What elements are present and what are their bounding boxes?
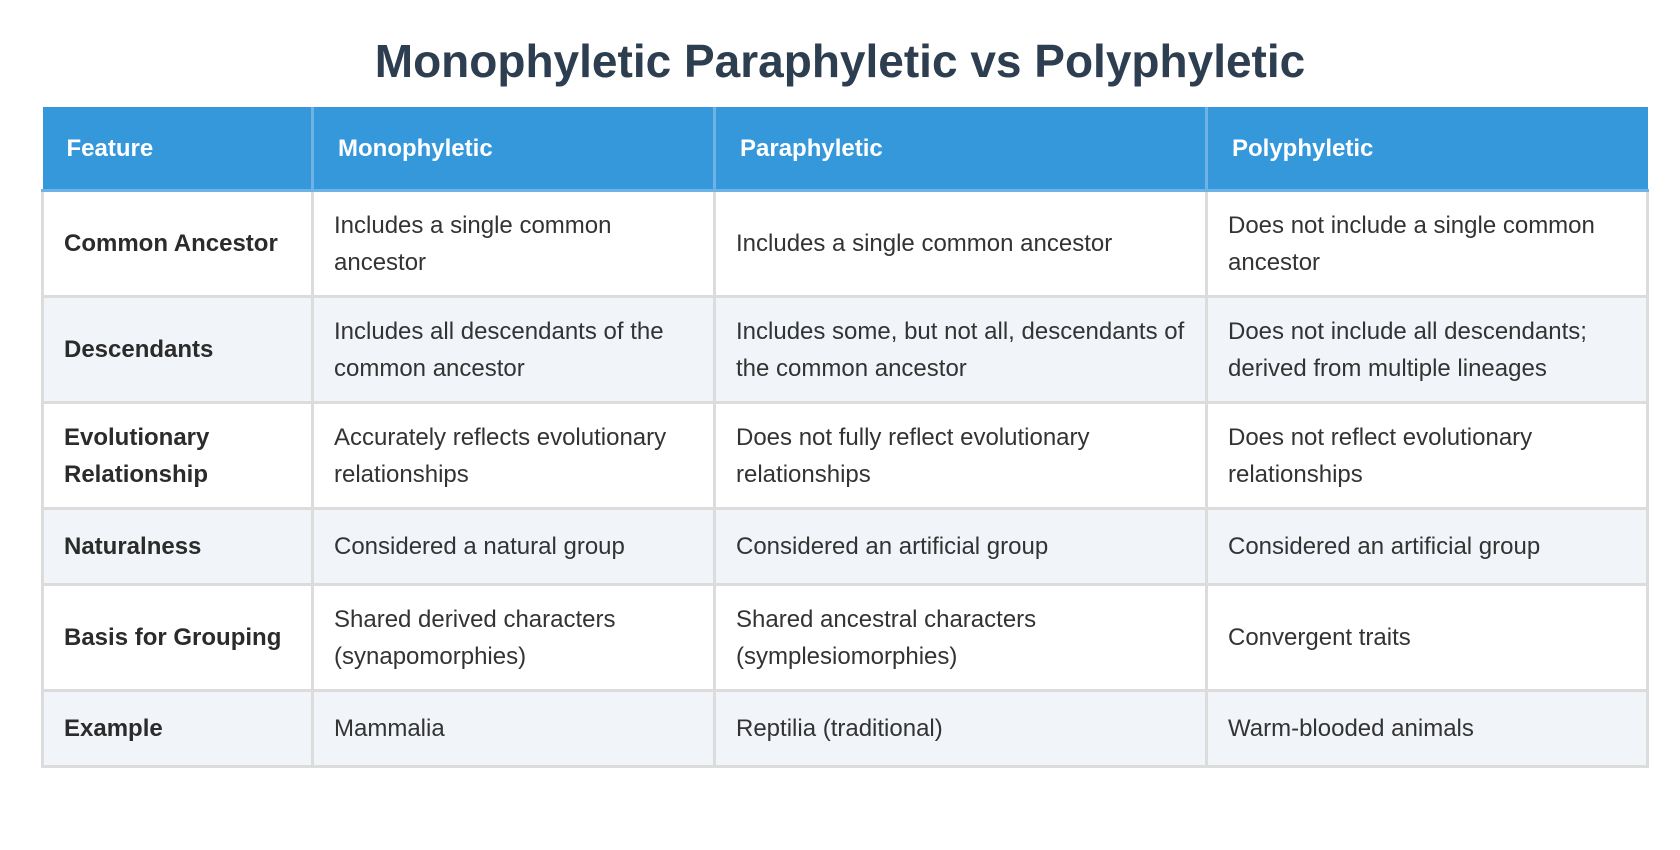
polyphyletic-cell: Does not include all descendants; derive… <box>1205 295 1649 404</box>
paraphyletic-cell: Includes a single common ancestor <box>713 189 1208 298</box>
paraphyletic-cell: Shared ancestral characters (symplesiomo… <box>713 583 1208 692</box>
paraphyletic-cell: Includes some, but not all, descendants … <box>713 295 1208 404</box>
monophyletic-cell: Includes all descendants of the common a… <box>311 295 716 404</box>
paraphyletic-cell: Considered an artificial group <box>713 507 1208 586</box>
polyphyletic-cell: Warm-blooded animals <box>1205 689 1649 768</box>
table-header-row: Feature Monophyletic Paraphyletic Polyph… <box>42 107 1648 192</box>
monophyletic-cell: Considered a natural group <box>311 507 716 586</box>
polyphyletic-cell: Does not reflect evolutionary relationsh… <box>1205 401 1649 510</box>
paraphyletic-cell: Reptilia (traditional) <box>713 689 1208 768</box>
feature-cell: Example <box>41 689 314 768</box>
column-header-monophyletic: Monophyletic <box>311 107 716 192</box>
monophyletic-cell: Includes a single common ancestor <box>311 189 716 298</box>
table-row: Naturalness Considered a natural group C… <box>41 507 1649 586</box>
monophyletic-cell: Accurately reflects evolutionary relatio… <box>311 401 716 510</box>
paraphyletic-cell: Does not fully reflect evolutionary rela… <box>713 401 1208 510</box>
table-row: Basis for Grouping Shared derived charac… <box>41 583 1649 692</box>
feature-cell: Naturalness <box>41 507 314 586</box>
monophyletic-cell: Shared derived characters (synapomorphie… <box>311 583 716 692</box>
polyphyletic-cell: Considered an artificial group <box>1205 507 1649 586</box>
feature-cell: Common Ancestor <box>41 189 314 298</box>
table-row: Evolutionary Relationship Accurately ref… <box>41 401 1649 510</box>
column-header-feature: Feature <box>42 107 314 192</box>
monophyletic-cell: Mammalia <box>311 689 716 768</box>
page-title: Monophyletic Paraphyletic vs Polyphyleti… <box>374 35 1306 87</box>
feature-cell: Evolutionary Relationship <box>41 401 314 510</box>
column-header-paraphyletic: Paraphyletic <box>713 107 1208 192</box>
column-header-polyphyletic: Polyphyletic <box>1205 107 1648 192</box>
table-row: Descendants Includes all descendants of … <box>41 295 1649 404</box>
feature-cell: Basis for Grouping <box>41 583 314 692</box>
feature-cell: Descendants <box>41 295 314 404</box>
comparison-table: Feature Monophyletic Paraphyletic Polyph… <box>41 107 1649 768</box>
table-row: Example Mammalia Reptilia (traditional) … <box>41 689 1649 768</box>
polyphyletic-cell: Does not include a single common ancesto… <box>1205 189 1649 298</box>
polyphyletic-cell: Convergent traits <box>1205 583 1649 692</box>
table-row: Common Ancestor Includes a single common… <box>41 189 1649 298</box>
